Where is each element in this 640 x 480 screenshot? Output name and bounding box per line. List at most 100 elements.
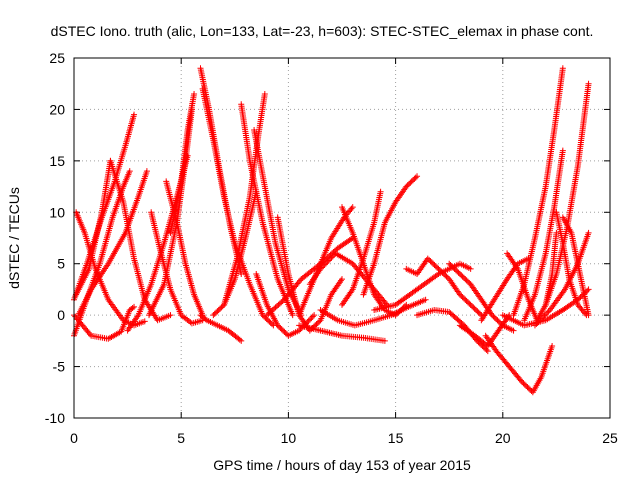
data-point [219,303,226,310]
y-tick-label: 15 [49,153,65,169]
data-point [282,330,289,337]
data-point [213,309,220,316]
series-26 [296,322,388,344]
chart-title: dSTEC Iono. truth (alic, Lon=133, Lat=-2… [51,23,594,39]
data-point [236,336,243,343]
data-point [202,316,209,323]
series-4 [73,157,114,298]
y-tick-label: 5 [57,256,65,272]
series-23 [306,250,391,308]
data-point [266,318,273,325]
data-point [271,305,278,312]
y-tick-label: 0 [57,307,65,323]
data-point [214,308,221,315]
data-point [279,298,286,304]
x-tick-label: 10 [281,430,297,446]
series-17 [251,127,305,319]
x-tick-label: 15 [388,430,404,446]
data-point [328,254,335,261]
data-point [317,265,324,272]
series-11 [167,91,198,236]
y-tick-label: 20 [49,101,65,117]
ticks [73,57,611,419]
data-points [71,65,592,396]
y-tick-label: 25 [49,50,65,66]
data-point [406,181,412,187]
data-point [217,305,224,312]
data-point [167,312,174,319]
data-point [131,111,138,118]
data-point [307,316,314,323]
series-19 [253,271,318,339]
series-21 [263,235,356,319]
data-point [141,318,148,325]
series-28 [339,188,384,308]
data-point [348,205,355,212]
data-point [211,310,218,317]
data-point [273,303,280,310]
data-point [308,314,315,321]
data-point [261,91,268,97]
x-tick-label: 0 [70,430,78,446]
x-axis-label: GPS time / hours of day 153 of year 2015 [213,457,471,473]
x-tick-label: 20 [495,430,511,446]
data-point [129,304,136,311]
data-point [261,313,268,320]
y-axis-label: dSTEC / TECUs [6,187,22,289]
data-point [266,309,273,316]
data-point [305,317,312,324]
series-15 [210,188,260,319]
data-point [86,331,93,338]
data-point [324,258,331,265]
series-18 [221,91,268,308]
data-point [316,318,323,325]
data-point [331,247,338,254]
data-point [131,303,138,310]
data-point [311,312,318,319]
series-6 [107,157,174,324]
series-9 [163,178,206,319]
data-point [278,299,285,306]
data-point [289,312,296,319]
data-point [339,276,345,283]
x-tick-label: 25 [602,430,618,446]
data-point [267,319,274,326]
data-point [280,327,287,334]
x-tick-label: 5 [177,430,185,446]
data-point [325,257,332,264]
y-tick-label: -5 [53,359,66,375]
data-point [238,337,245,344]
data-point [309,313,316,320]
data-point [281,328,288,335]
data-point [329,253,336,260]
data-point [412,174,419,181]
data-point [381,337,388,344]
grid [74,58,610,418]
data-point [276,323,283,330]
y-tick-label: 10 [49,204,65,220]
data-point [422,296,429,303]
plot-frame [73,57,611,419]
tick-labels: 0 5 10 15 20 25 -10 -5 0 5 10 15 20 25 [45,50,618,446]
data-point [349,204,356,211]
series-13 [199,85,277,329]
series-25 [317,296,429,329]
data-point [278,326,285,333]
data-point [265,317,272,324]
series-34 [482,332,556,396]
data-point [404,182,411,189]
data-point [126,168,133,175]
data-point [218,304,225,311]
data-point [297,277,304,284]
series-27 [360,173,421,298]
data-point [191,91,198,97]
data-point [265,310,272,317]
data-point [268,308,275,315]
data-point [382,300,389,307]
data-point [411,175,418,182]
data-point [314,319,321,326]
data-point [276,300,283,307]
data-point [407,179,414,186]
data-point [274,322,281,329]
series-14 [197,312,245,344]
